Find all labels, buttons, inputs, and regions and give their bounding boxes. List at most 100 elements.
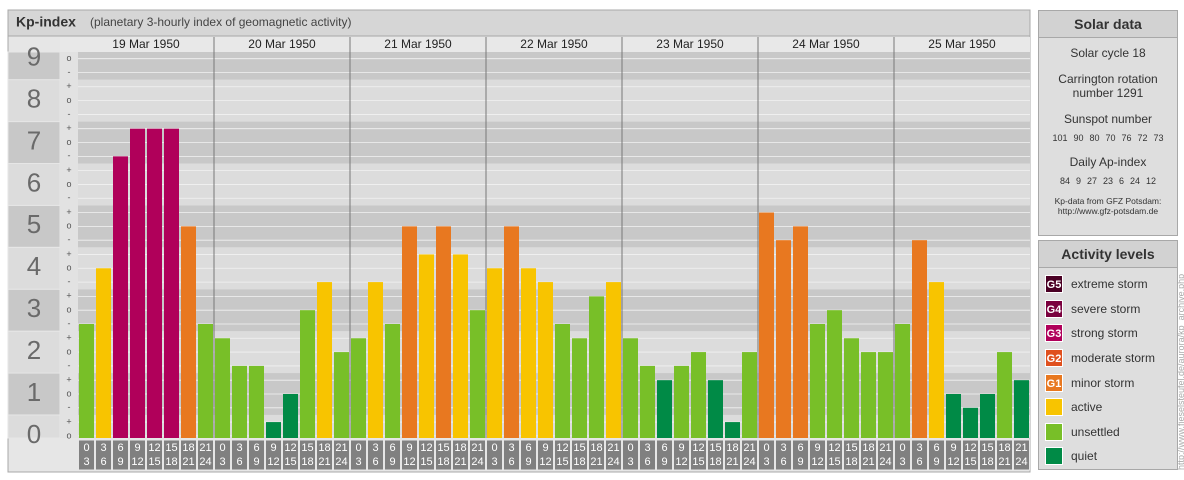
sunspot-number: 72 [1137, 133, 1148, 143]
bar [436, 226, 451, 438]
level-entry: quiet [1039, 444, 1177, 469]
bar [164, 128, 179, 438]
bar [929, 282, 944, 438]
bar [640, 365, 655, 438]
bar [725, 422, 740, 438]
hour-start: 15 [845, 442, 857, 454]
y-tick-label: 1 [27, 377, 41, 407]
hour-start: 18 [454, 442, 466, 454]
hour-end: 24 [879, 456, 891, 468]
minor-tick-label: o [66, 137, 71, 147]
hour-start: 6 [253, 442, 259, 454]
minor-tick-label: o [66, 95, 71, 105]
hour-cell [962, 439, 979, 471]
bar [589, 296, 604, 438]
hour-end: 15 [964, 456, 976, 468]
hour-start: 3 [100, 442, 106, 454]
level-entry: G1 minor storm [1039, 370, 1177, 395]
bar [232, 365, 247, 438]
bar [895, 324, 910, 438]
hour-cell [741, 439, 758, 471]
level-label: minor storm [1071, 375, 1135, 390]
level-swatch: G2 [1045, 349, 1063, 368]
bar [946, 393, 961, 438]
hour-cell [486, 439, 503, 471]
hour-cell [571, 439, 588, 471]
hour-cell [146, 439, 163, 471]
minor-tick-label: o [66, 388, 71, 398]
bar [708, 380, 723, 438]
hour-cell [826, 439, 843, 471]
hour-cell [418, 439, 435, 471]
hour-end: 21 [182, 456, 194, 468]
hour-start: 12 [148, 442, 160, 454]
hour-cell [554, 439, 571, 471]
hour-cell [843, 439, 860, 471]
hour-end: 6 [916, 456, 922, 468]
bar [113, 156, 128, 438]
hour-end: 24 [335, 456, 347, 468]
hour-start: 18 [862, 442, 874, 454]
bar [742, 352, 757, 438]
bar [963, 407, 978, 438]
minor-tick-label: o [66, 53, 71, 63]
hour-end: 21 [318, 456, 330, 468]
solar-cycle: Solar cycle 18 [1070, 46, 1146, 60]
hour-cell [316, 439, 333, 471]
hour-start: 21 [743, 442, 755, 454]
ap-value: 9 [1075, 176, 1081, 186]
hour-cell [911, 439, 928, 471]
y-tick-label: 7 [27, 125, 41, 155]
levels-panel: Activity levels G5 extreme storm G4 severe … [1038, 240, 1178, 470]
hour-cell [435, 439, 452, 471]
hour-start: 9 [950, 442, 956, 454]
sunspot-row: 101 90 80 70 76 72 73 [1039, 133, 1177, 143]
bar [793, 226, 808, 438]
hour-start: 0 [491, 442, 497, 454]
hour-start: 15 [981, 442, 993, 454]
ap-label: Daily Ap-index [1069, 155, 1147, 169]
hour-start: 0 [899, 442, 905, 454]
hour-cell [333, 439, 350, 471]
hour-end: 15 [828, 456, 840, 468]
day-label: 22 Mar 1950 [520, 37, 588, 51]
ap-value: 6 [1119, 176, 1125, 186]
hour-start: 15 [709, 442, 721, 454]
level-label: severe storm [1071, 301, 1141, 316]
hour-end: 15 [420, 456, 432, 468]
level-label: active [1071, 400, 1103, 415]
hour-cell [860, 439, 877, 471]
hour-start: 0 [763, 442, 769, 454]
hour-start: 3 [372, 442, 378, 454]
hour-end: 12 [811, 456, 823, 468]
bar [300, 310, 315, 438]
hour-end: 3 [355, 456, 361, 468]
solar-panel: Solar data Solar cycle 18 Carrington rot… [1038, 10, 1178, 236]
hour-start: 15 [437, 442, 449, 454]
hour-start: 18 [590, 442, 602, 454]
source: Kp-data from GFZ Potsdam: http://www.gfz-… [1039, 196, 1177, 216]
hour-start: 6 [525, 442, 531, 454]
hour-cell [996, 439, 1013, 471]
minor-tick-label: - [68, 151, 71, 161]
hour-start: 0 [627, 442, 633, 454]
hour-start: 3 [916, 442, 922, 454]
bar [1014, 380, 1029, 438]
chart-subtitle: (planetary 3-hourly index of geomagnetic… [90, 15, 351, 29]
hour-start: 6 [117, 442, 123, 454]
hour-start: 9 [678, 442, 684, 454]
hour-cell [180, 439, 197, 471]
hour-end: 18 [709, 456, 721, 468]
hour-start: 21 [471, 442, 483, 454]
bar [623, 338, 638, 438]
hour-cell [452, 439, 469, 471]
hour-cell [299, 439, 316, 471]
hour-start: 18 [998, 442, 1010, 454]
bar [266, 422, 281, 438]
credit-url: http://www.fieselsteufel.de/aurora/kp_ar… [1176, 273, 1184, 470]
ap-value: 24 [1130, 176, 1141, 186]
minor-tick-label: + [66, 81, 71, 91]
level-badge: G5 [1046, 279, 1062, 292]
hour-cell [724, 439, 741, 471]
